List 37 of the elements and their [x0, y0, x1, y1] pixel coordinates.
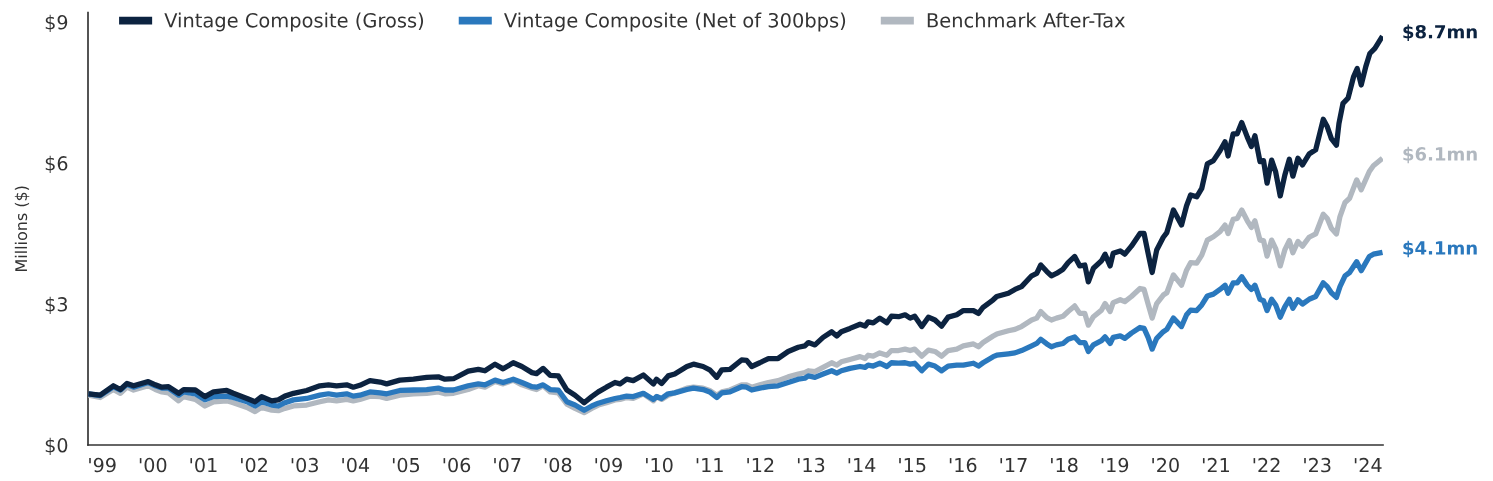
- x-tick-label: '21: [1202, 457, 1229, 473]
- x-tick-label: '11: [696, 458, 723, 473]
- y-tick-label: $0: [45, 437, 68, 456]
- text: $6.1mn: [1403, 146, 1477, 164]
- x-tick-label: '06: [443, 457, 471, 473]
- x-tick-label: '10: [646, 457, 673, 473]
- x-tick-label: '04: [342, 457, 370, 473]
- text: $4.1mn: [1403, 240, 1477, 258]
- x-tick-label: '20: [1152, 457, 1179, 473]
- x-tick-label: '05: [392, 457, 420, 473]
- x-tick-label: '18: [1051, 457, 1078, 473]
- legend-label: Benchmark After-Tax: [927, 12, 1125, 28]
- x-tick-label: '19: [1101, 457, 1129, 473]
- y-axis-title: Millions ($): [14, 186, 30, 271]
- x-tick-label: '07: [494, 457, 521, 473]
- x-tick-label: '01: [190, 457, 217, 473]
- x-tick-label: '14: [848, 458, 876, 473]
- x-tick-label: '13: [797, 457, 825, 473]
- x-tick-label: '02: [241, 457, 267, 473]
- x-tick-label: '99: [89, 457, 116, 473]
- y-tick-label: $3: [45, 296, 68, 315]
- y-tick-label: $9: [45, 14, 68, 33]
- x-tick-label: '00: [139, 457, 167, 473]
- x-tick-label: '16: [949, 457, 977, 473]
- x-tick-label: '22: [1253, 457, 1280, 473]
- legend-label: Vintage Composite (Gross): [164, 12, 424, 32]
- x-tick-label: '08: [544, 457, 572, 473]
- x-tick-label: '03: [291, 457, 318, 473]
- x-tick-label: '23: [1304, 457, 1331, 473]
- y-tick-label: $6: [45, 155, 68, 174]
- text: $8.7mn: [1403, 24, 1477, 41]
- x-tick-label: '09: [595, 457, 622, 473]
- x-tick-label: '24: [1354, 457, 1382, 473]
- legend-label: Vintage Composite (Net of 300bps): [504, 12, 846, 32]
- x-tick-label: '17: [1000, 458, 1027, 473]
- x-tick-label: '15: [899, 458, 926, 473]
- x-tick-label: '12: [747, 457, 774, 473]
